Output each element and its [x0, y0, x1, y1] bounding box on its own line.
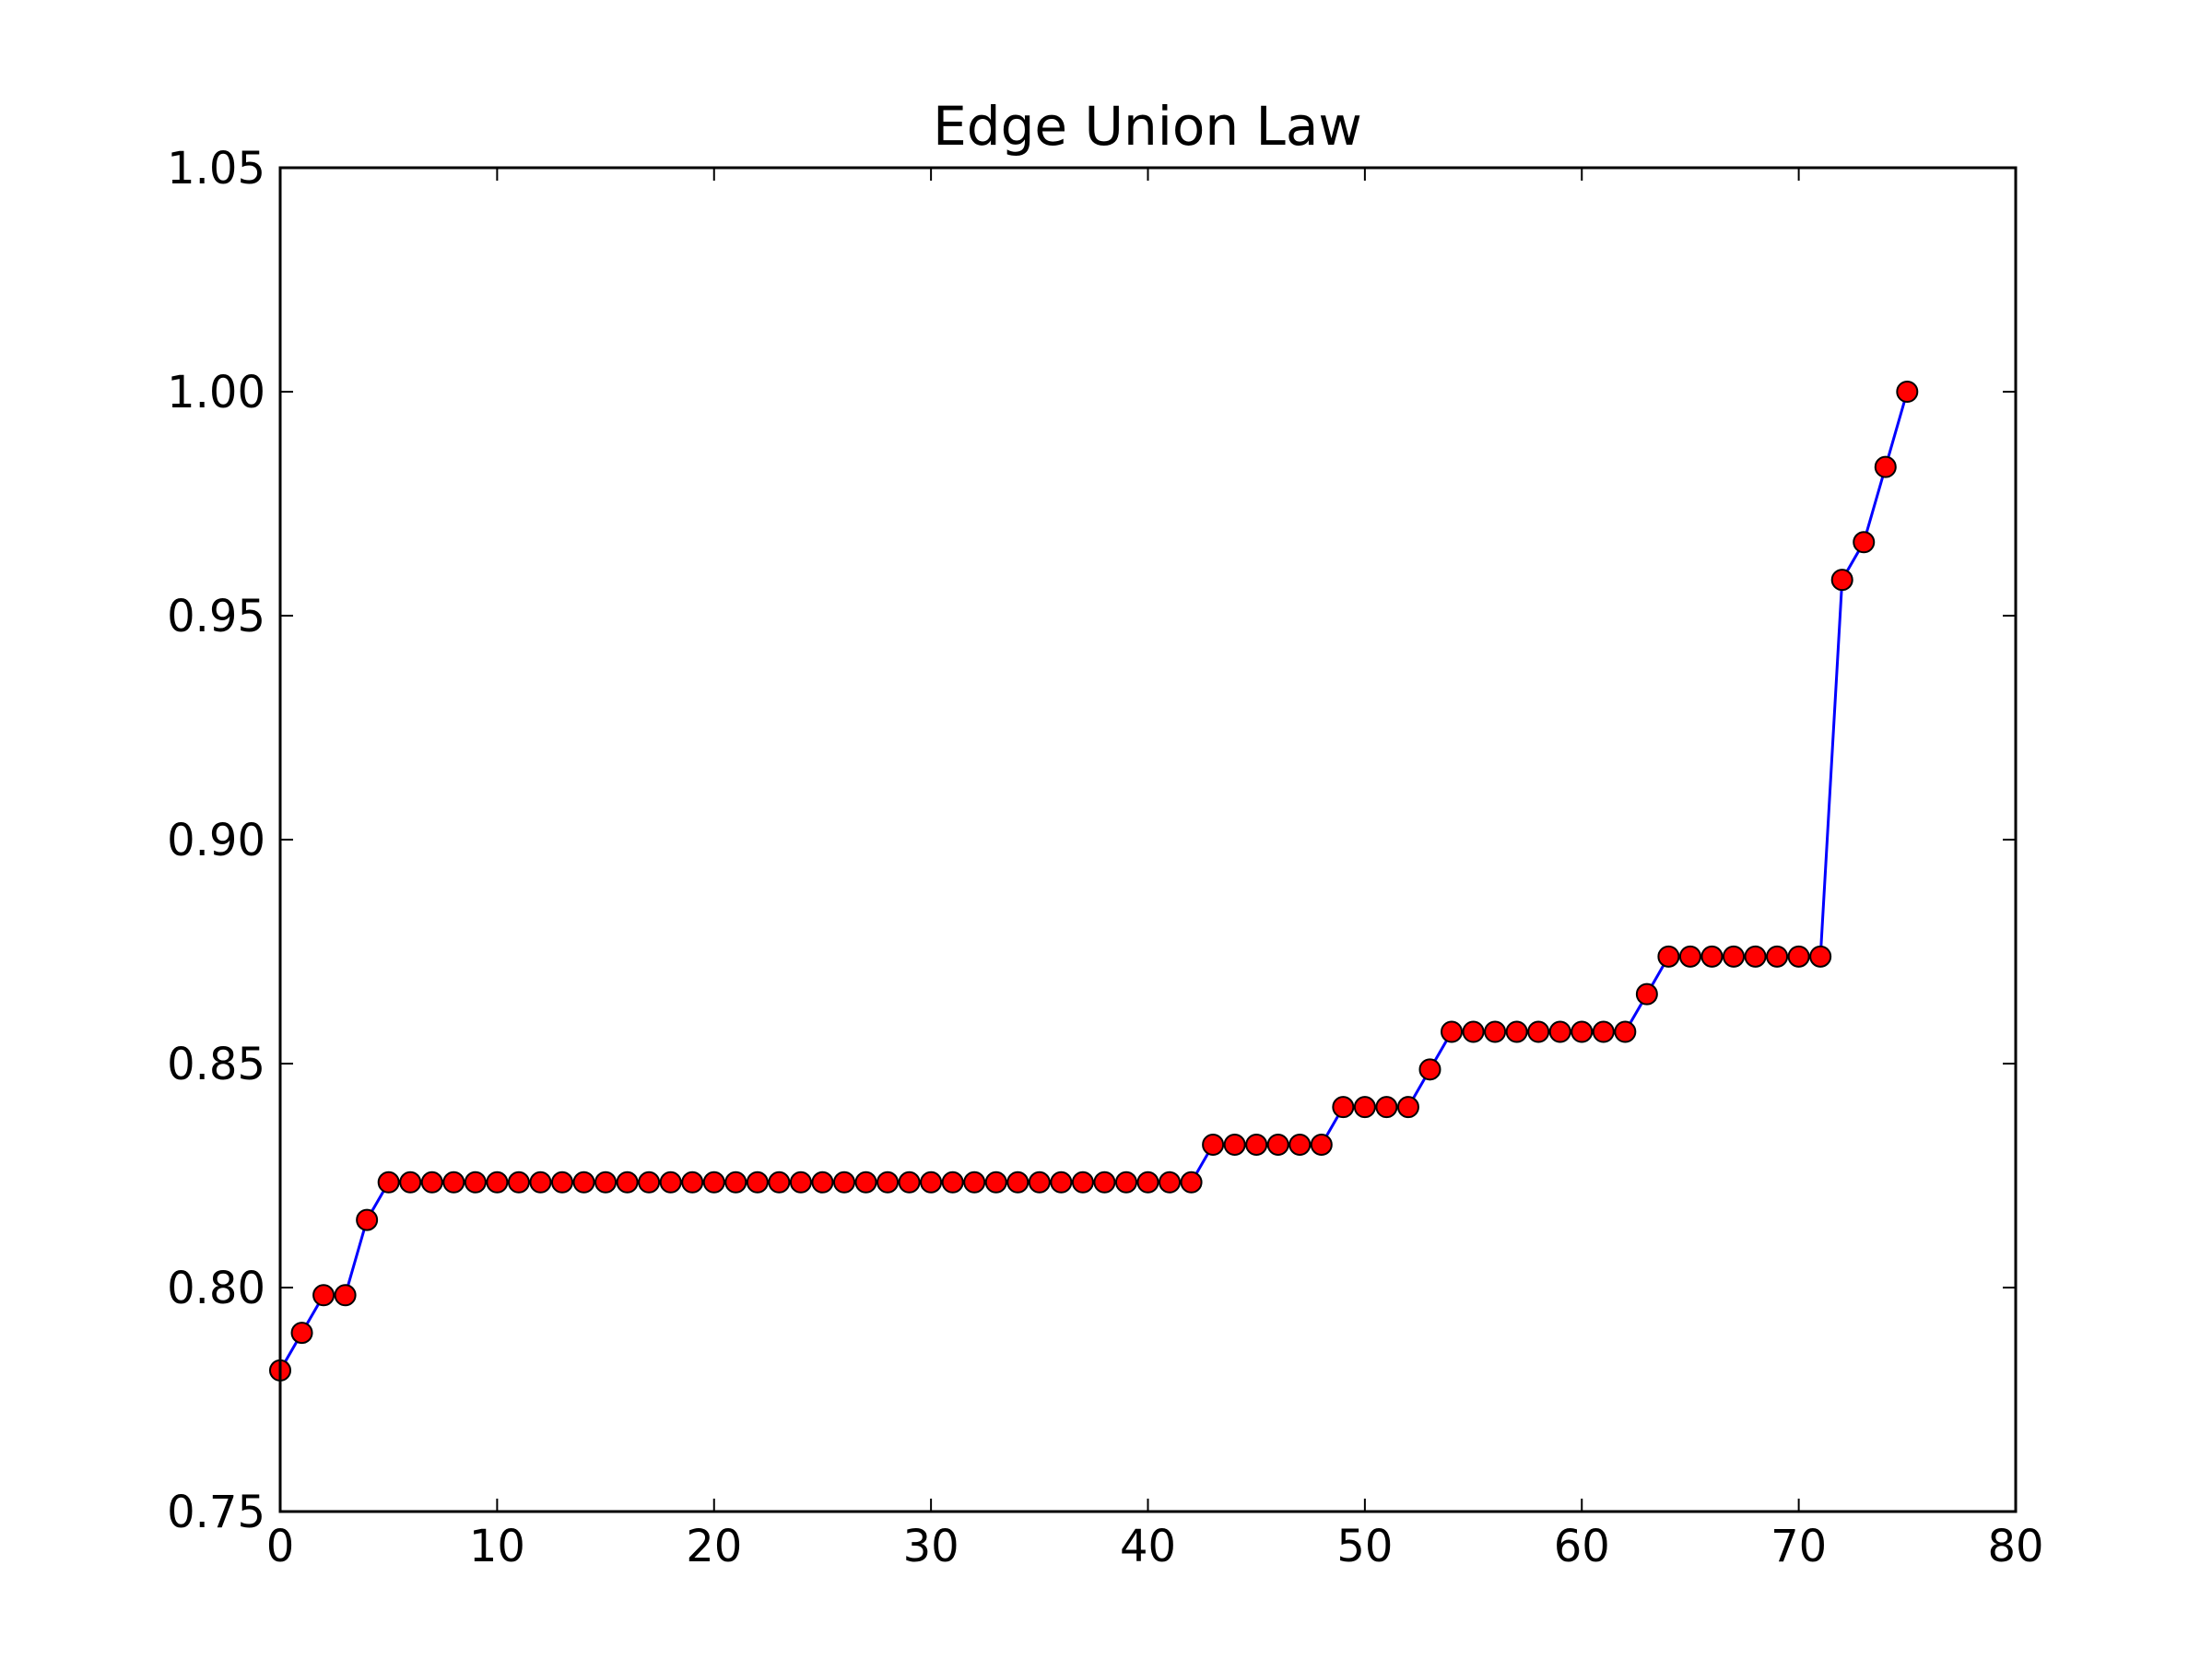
data-point [1332, 1096, 1355, 1119]
data-point [1114, 1171, 1137, 1194]
data-point [1787, 945, 1810, 968]
data-point [1678, 945, 1701, 968]
data-point [1441, 1020, 1464, 1043]
data-point [681, 1171, 704, 1194]
data-point [1874, 455, 1897, 478]
data-point [550, 1171, 573, 1194]
data-point [638, 1171, 661, 1194]
data-point [746, 1171, 769, 1194]
data-point [1396, 1096, 1419, 1119]
data-point [877, 1171, 900, 1194]
data-point [920, 1171, 943, 1194]
x-tick-label: 20 [686, 1521, 742, 1572]
data-point [1310, 1133, 1333, 1156]
data-point [1766, 945, 1789, 968]
data-point [1853, 531, 1876, 554]
data-point [1028, 1171, 1051, 1194]
y-tick-label: 1.05 [167, 143, 265, 194]
data-point [811, 1171, 834, 1194]
data-point [1462, 1020, 1485, 1043]
x-tick-label: 50 [1336, 1521, 1393, 1572]
data-point [832, 1171, 855, 1194]
x-tick-label: 10 [469, 1521, 525, 1572]
data-point [1093, 1171, 1116, 1194]
data-point [1700, 945, 1724, 968]
data-point [854, 1171, 877, 1194]
data-point [1071, 1171, 1094, 1194]
data-point [442, 1171, 465, 1194]
data-point [1809, 945, 1832, 968]
data-point [377, 1171, 400, 1194]
data-point [1571, 1020, 1594, 1043]
data-point [464, 1171, 487, 1194]
data-point [572, 1171, 595, 1194]
data-point [898, 1171, 921, 1194]
data-point [486, 1171, 509, 1194]
data-point [529, 1171, 552, 1194]
data-point [1527, 1020, 1550, 1043]
data-point [1180, 1171, 1203, 1194]
data-point [1050, 1171, 1073, 1194]
data-point [1202, 1133, 1225, 1156]
data-point [594, 1171, 618, 1194]
data-point [1830, 569, 1853, 592]
data-point [1288, 1133, 1312, 1156]
y-tick-label: 1.00 [167, 367, 265, 418]
data-point [420, 1171, 443, 1194]
data-point [659, 1171, 682, 1194]
x-tick-label: 40 [1120, 1521, 1176, 1572]
data-point [399, 1171, 422, 1194]
data-point [1744, 945, 1767, 968]
tick-labels: 0 10 20 30 40 50 60 70 80 0.75 0.80 0.85 0.90 0.95 1.0… [167, 143, 2043, 1572]
data-point [1723, 945, 1746, 968]
data-point [1136, 1171, 1159, 1194]
y-tick-label: 0.95 [167, 591, 265, 642]
data-point [507, 1171, 530, 1194]
data-point [616, 1171, 639, 1194]
data-point [724, 1171, 747, 1194]
data-point [1353, 1096, 1376, 1119]
data-point [1266, 1133, 1289, 1156]
data-point [290, 1322, 313, 1345]
data-point [789, 1171, 812, 1194]
plot-frame [278, 166, 2018, 1513]
chart-title: Edge Union Law [933, 95, 1362, 158]
data-point [1223, 1133, 1246, 1156]
data-point [356, 1208, 379, 1231]
y-tick-label: 0.80 [167, 1263, 265, 1314]
x-tick-label: 0 [266, 1521, 295, 1572]
data-point [1592, 1020, 1615, 1043]
x-tick-label: 80 [1987, 1521, 2043, 1572]
y-tick-label: 0.90 [167, 815, 265, 866]
y-tick-label: 0.75 [167, 1487, 265, 1538]
data-point [768, 1171, 791, 1194]
data-point [963, 1171, 986, 1194]
x-tick-label: 30 [903, 1521, 959, 1572]
data-point [1418, 1058, 1441, 1081]
data-markers [269, 381, 1919, 1382]
data-point [1657, 945, 1680, 968]
data-point [1505, 1020, 1528, 1043]
data-point [1484, 1020, 1507, 1043]
axis-ticks [279, 167, 2017, 1512]
data-point [1375, 1096, 1398, 1119]
data-point [941, 1171, 964, 1194]
x-tick-label: 70 [1771, 1521, 1827, 1572]
y-tick-label: 0.85 [167, 1039, 265, 1090]
data-point [702, 1171, 725, 1194]
data-point [334, 1284, 357, 1307]
series-line [278, 391, 1909, 1371]
data-point [1635, 982, 1658, 1006]
data-point [1159, 1171, 1182, 1194]
data-point [1896, 381, 1919, 403]
data-point [1548, 1020, 1571, 1043]
data-point [984, 1171, 1007, 1194]
data-point [312, 1284, 335, 1307]
x-tick-label: 60 [1554, 1521, 1610, 1572]
data-point [1006, 1171, 1030, 1194]
data-point [1614, 1020, 1637, 1043]
data-point [1245, 1133, 1268, 1156]
